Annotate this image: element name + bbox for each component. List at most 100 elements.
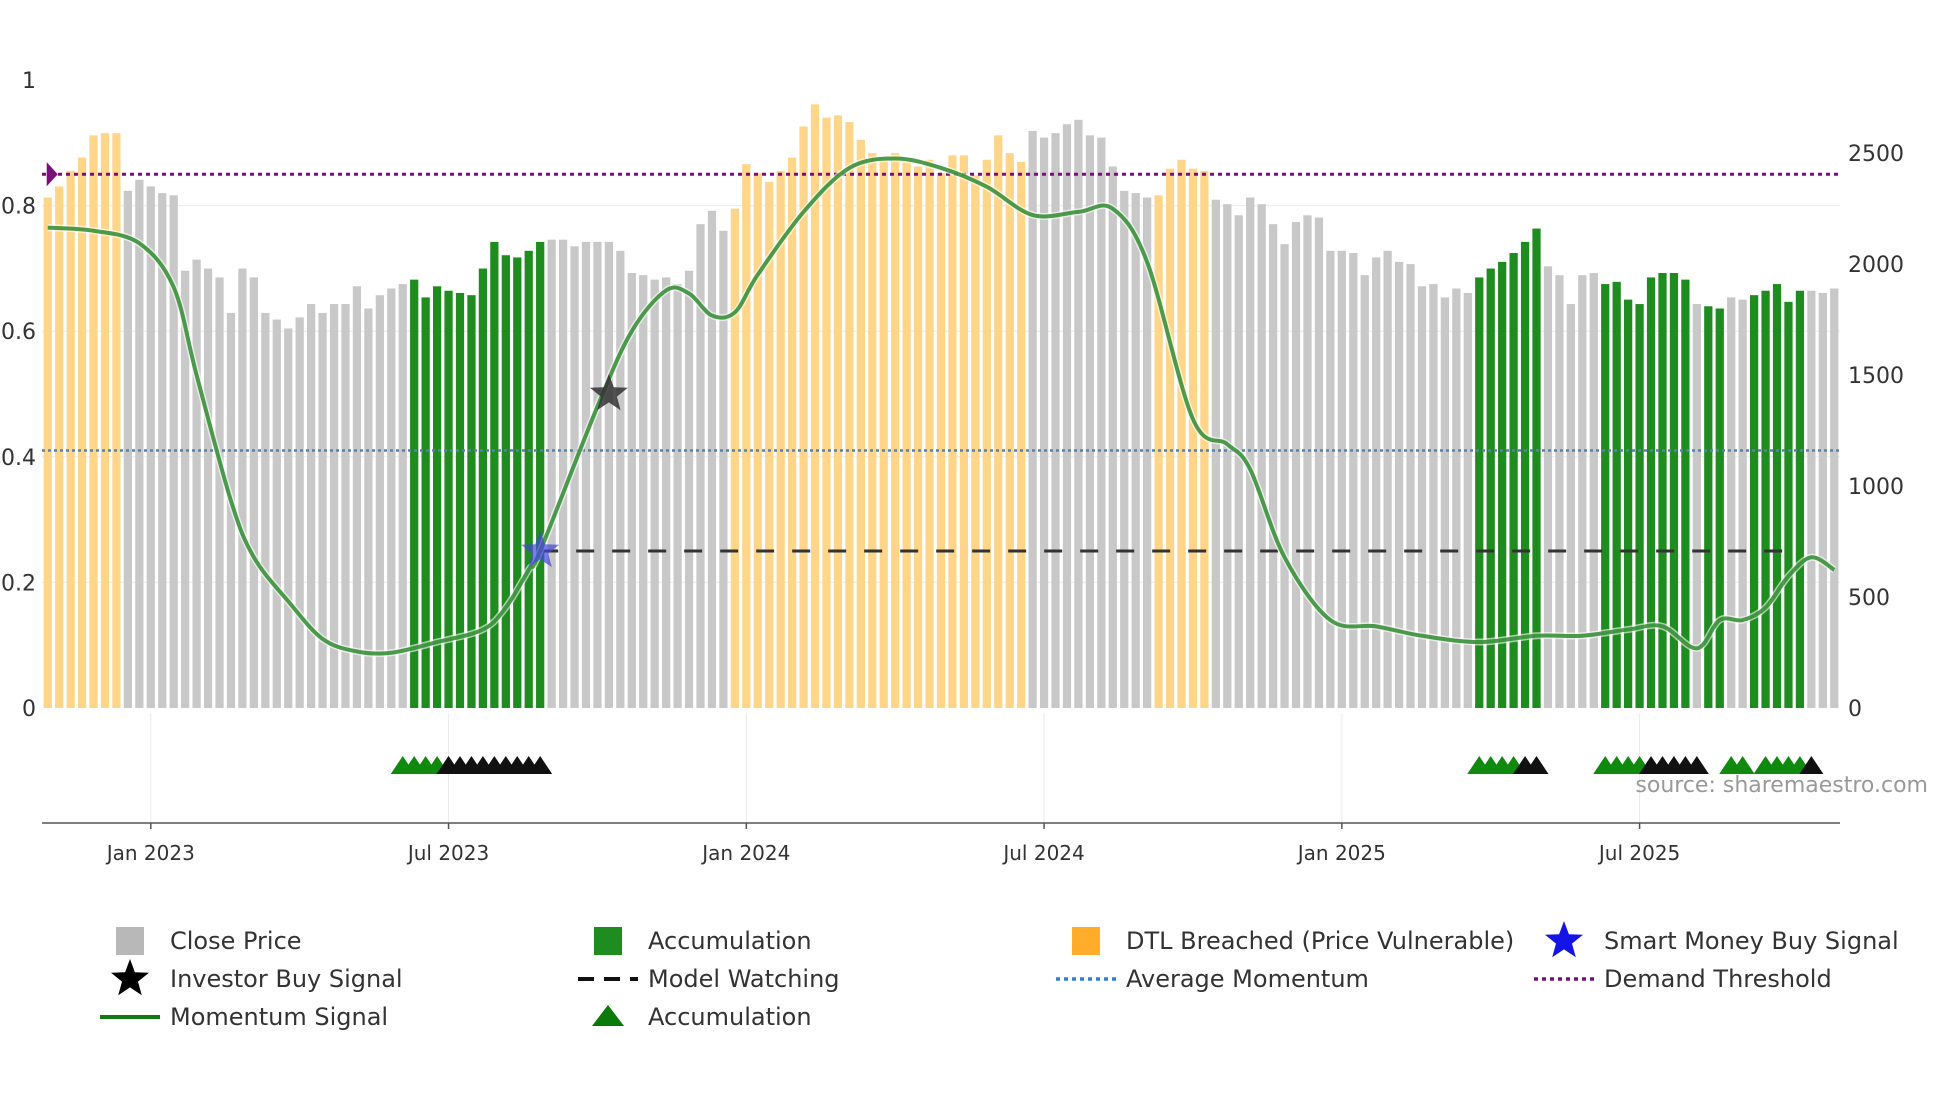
- accumulation-marker-strip: source: sharemaestro.com: [390, 756, 1928, 798]
- close-price-bar: [284, 328, 293, 708]
- signal-markers: [46, 162, 628, 568]
- close-price-bar: [1314, 217, 1324, 709]
- gray-square-icon: [116, 927, 144, 955]
- close-price-bar: [581, 241, 591, 708]
- close-price-bar: [1039, 137, 1049, 708]
- close-price-bar: [833, 115, 843, 709]
- close-price-bar: [1784, 301, 1793, 708]
- close-price-bar: [1601, 284, 1610, 708]
- close-price-bar: [410, 279, 419, 708]
- close-price-bar: [501, 255, 510, 709]
- close-price-bar: [1509, 253, 1518, 708]
- close-price-bar: [593, 241, 602, 708]
- axes: 0 0.2 0.4 0.6 0.8 1 0 500 1000 1500 2000 2500 Jan 20…: [1, 69, 1904, 865]
- right-tick-label: 0: [1848, 697, 1862, 722]
- legend-label: Demand Threshold: [1604, 965, 1832, 993]
- close-price-bar: [879, 159, 888, 708]
- close-price-bar: [1761, 290, 1770, 708]
- close-price-bar: [341, 304, 350, 708]
- close-price-bar: [1463, 292, 1472, 708]
- legend-item: Model Watching: [578, 965, 840, 993]
- close-price-bar: [982, 159, 991, 708]
- close-price-bar: [1749, 295, 1759, 708]
- close-price-bar: [891, 153, 900, 708]
- close-price-bar: [570, 246, 579, 708]
- close-price-bar: [1177, 159, 1186, 708]
- close-price-bar: [307, 304, 316, 708]
- left-tick-label: 0.2: [1, 571, 36, 596]
- left-tick-label: 1: [22, 69, 36, 94]
- close-price-bar: [1452, 288, 1461, 708]
- smart-money-buy-signal-marker: [521, 531, 560, 568]
- close-price-bar: [318, 312, 327, 708]
- close-price-bar: [1635, 304, 1644, 708]
- source-text: source: sharemaestro.com: [1635, 773, 1928, 798]
- close-price-bar: [329, 304, 339, 708]
- close-price-bar: [490, 241, 499, 708]
- close-price-bar: [1085, 135, 1095, 708]
- legend-item: Smart Money Buy Signal: [1545, 921, 1899, 958]
- close-price-bar: [925, 159, 934, 708]
- legend-item: Accumulation: [592, 1003, 812, 1031]
- close-price-bar: [421, 297, 430, 708]
- close-price-bar: [444, 290, 453, 708]
- left-tick-label: 0.4: [1, 446, 36, 471]
- legend-label: Accumulation: [648, 1003, 812, 1031]
- close-price-bar: [387, 288, 396, 708]
- close-price-bar: [352, 286, 362, 708]
- right-tick-label: 1000: [1848, 475, 1904, 500]
- reference-lines: [42, 172, 1840, 553]
- legend-item: Accumulation: [594, 927, 812, 955]
- close-price-bar: [375, 295, 384, 708]
- close-price-bar: [604, 241, 614, 708]
- close-price-bar: [1005, 153, 1014, 708]
- close-price-bar: [100, 133, 110, 708]
- close-price-bar: [1280, 244, 1289, 708]
- legend: Close Price Accumulation DTL Breached (Pri…: [100, 921, 1899, 1031]
- close-price-bar: [1738, 299, 1747, 708]
- close-price-bar: [192, 259, 201, 708]
- close-price-bar: [1727, 297, 1736, 708]
- close-price-bar: [959, 155, 969, 709]
- legend-label: Model Watching: [648, 965, 840, 993]
- legend-item: Demand Threshold: [1534, 965, 1832, 993]
- close-price-bar: [765, 181, 774, 708]
- close-price-bar: [1612, 281, 1621, 708]
- close-price-bar: [1669, 272, 1679, 708]
- x-tick-label: Jan 2023: [105, 841, 195, 865]
- close-price-bar: [1051, 133, 1060, 708]
- close-price-bar: [616, 250, 625, 708]
- accumulation-black-marker: [1799, 756, 1824, 774]
- close-price-bar: [1337, 250, 1346, 708]
- close-price-bar: [1429, 284, 1438, 708]
- close-price-bar: [1349, 253, 1358, 708]
- close-price-bar: [1257, 204, 1266, 708]
- close-price-bar: [478, 268, 488, 708]
- close-price-bar: [742, 164, 751, 708]
- legend-label: Smart Money Buy Signal: [1604, 927, 1899, 955]
- close-price-bar: [1772, 284, 1782, 708]
- close-price-bar: [1440, 297, 1450, 708]
- close-price-bar: [215, 277, 224, 708]
- close-price-bar: [1097, 137, 1106, 708]
- close-price-bar: [1681, 279, 1690, 708]
- orange-square-icon: [1072, 927, 1100, 955]
- close-price-bar: [455, 292, 465, 708]
- close-price-bar: [558, 239, 568, 709]
- legend-label: Investor Buy Signal: [170, 965, 403, 993]
- close-price-bar: [536, 241, 545, 708]
- close-price-bar: [776, 170, 785, 709]
- x-tick-label: Jul 2025: [1597, 841, 1680, 865]
- legend-item: Investor Buy Signal: [111, 959, 403, 996]
- close-price-bar: [1417, 286, 1427, 708]
- close-price-bar: [77, 157, 87, 709]
- close-price-bar: [1715, 308, 1724, 708]
- close-price-bar: [238, 268, 247, 708]
- close-price-bar: [753, 173, 762, 709]
- close-price-bar: [1268, 224, 1278, 709]
- close-price-bar: [1017, 162, 1026, 709]
- close-price-bar: [432, 286, 442, 708]
- close-price-bar: [650, 279, 659, 708]
- close-price-bar: [707, 210, 717, 708]
- left-tick-label: 0: [22, 697, 36, 722]
